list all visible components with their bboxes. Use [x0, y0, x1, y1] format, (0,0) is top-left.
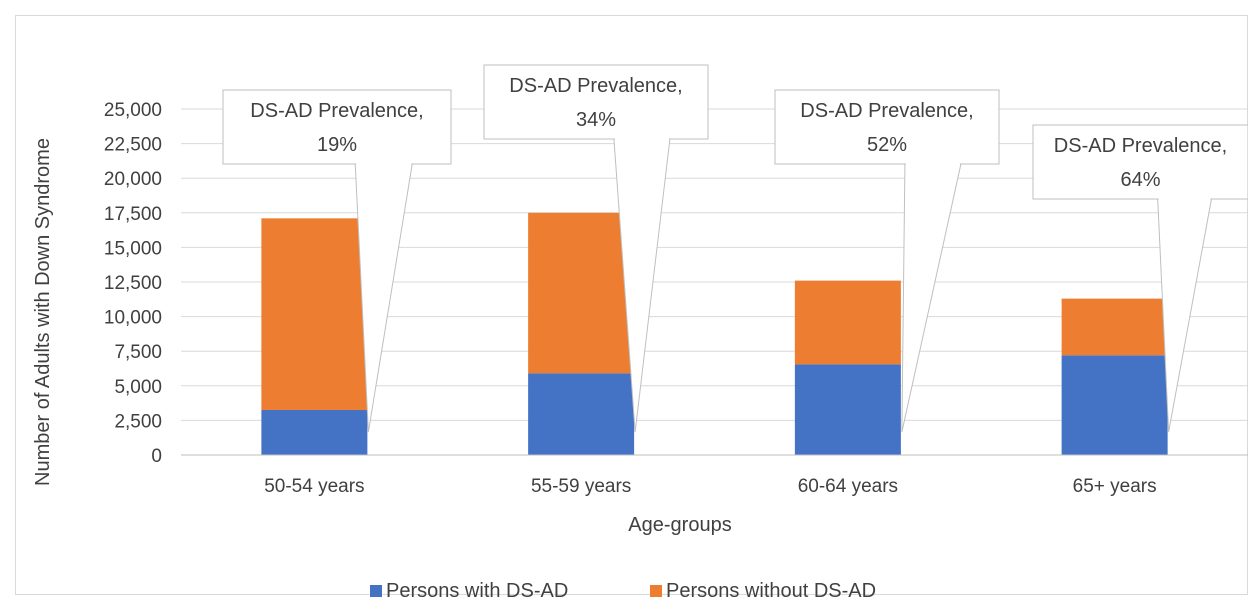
callout-box [222, 89, 452, 165]
callout-value: 34% [576, 109, 616, 131]
bars [261, 212, 1168, 455]
callout-box [483, 64, 709, 140]
bar-without-dsad [794, 280, 901, 365]
y-tick-label: 25,000 [104, 100, 162, 121]
bar-with-dsad [1061, 355, 1168, 455]
legend: Persons with DS-AD Persons without DS-AD [370, 580, 876, 602]
callouts: DS-AD Prevalence, 19% DS-AD Prevalence, 34%… [222, 64, 1248, 433]
y-tick-label: 15,000 [104, 238, 162, 259]
y-tick-label: 10,000 [104, 308, 162, 329]
x-axis-title: Age-groups [628, 514, 731, 536]
x-tick-label: 65+ years [1073, 476, 1157, 497]
bar-without-dsad [528, 212, 635, 374]
y-tick-label: 17,500 [104, 204, 162, 225]
x-tick-label: 55-59 years [531, 476, 631, 497]
callout-value: 64% [1120, 169, 1160, 191]
bar-with-dsad [528, 373, 635, 455]
y-tick-label: 5,000 [114, 377, 162, 398]
y-tick-labels: 0 2,500 5,000 7,500 10,000 12,500 15,000 17,500… [104, 100, 162, 467]
callout-label: DS-AD Prevalence, [800, 100, 973, 122]
callout-label: DS-AD Prevalence, [509, 75, 682, 97]
y-tick-label: 0 [151, 446, 162, 467]
callout-leader [354, 163, 413, 433]
callout-label: DS-AD Prevalence, [250, 100, 423, 122]
x-axis: 50-54 years 55-59 years 60-64 years 65+ yea… [181, 454, 1248, 497]
callout-value: 19% [317, 134, 357, 156]
bar-without-dsad [261, 218, 368, 411]
y-axis-title: Number of Adults with Down Syndrome [32, 138, 54, 486]
bar-with-dsad [261, 410, 368, 455]
callout-box [774, 89, 1000, 165]
bar-with-dsad [794, 364, 901, 455]
y-tick-label: 2,500 [114, 411, 162, 432]
callout-label: DS-AD Prevalence, [1054, 135, 1227, 157]
bar-without-dsad [1061, 298, 1168, 356]
callout-box [1032, 124, 1248, 200]
x-tick-label: 50-54 years [264, 476, 364, 497]
y-tick-label: 7,500 [114, 342, 162, 363]
legend-swatch-with-dsad [370, 585, 382, 597]
y-tick-label: 22,500 [104, 135, 162, 156]
callout-leader [901, 163, 962, 433]
legend-swatch-without-dsad [650, 585, 662, 597]
x-tick-label: 60-64 years [798, 476, 898, 497]
callout-value: 52% [867, 134, 907, 156]
callout-leader [1157, 198, 1212, 433]
legend-label-with-dsad: Persons with DS-AD [386, 580, 568, 602]
y-tick-label: 12,500 [104, 273, 162, 294]
y-tick-label: 20,000 [104, 169, 162, 190]
legend-label-without-dsad: Persons without DS-AD [666, 580, 876, 602]
callout-leader [613, 138, 671, 433]
